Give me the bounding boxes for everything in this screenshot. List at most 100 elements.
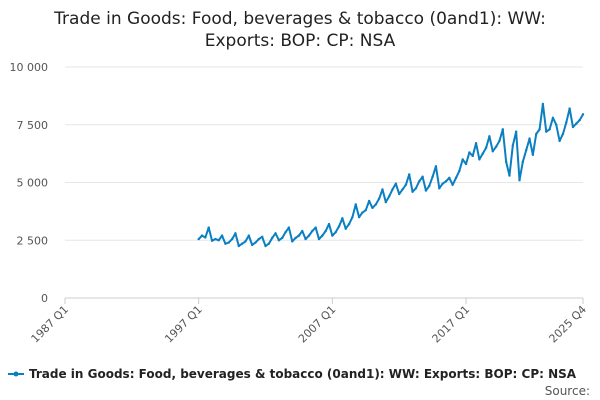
data-point bbox=[277, 239, 281, 242]
data-point bbox=[468, 151, 471, 154]
data-point bbox=[364, 209, 367, 212]
data-point bbox=[511, 144, 515, 147]
data-point bbox=[441, 182, 444, 185]
data-point bbox=[357, 215, 361, 219]
chart-title: Trade in Goods: Food, beverages & tobacc… bbox=[53, 9, 546, 51]
data-point bbox=[548, 128, 551, 131]
data-point bbox=[581, 113, 585, 116]
data-point bbox=[337, 225, 341, 228]
y-tick-label: 7 500 bbox=[17, 119, 49, 132]
data-point bbox=[267, 242, 271, 245]
data-point bbox=[431, 175, 434, 178]
data-point bbox=[294, 236, 297, 240]
data-point bbox=[384, 200, 388, 204]
data-point bbox=[307, 234, 311, 237]
data-point bbox=[518, 178, 521, 182]
data-point bbox=[374, 203, 377, 206]
y-tick-label: 10 000 bbox=[10, 61, 49, 74]
data-point bbox=[287, 226, 291, 229]
data-point bbox=[354, 203, 357, 206]
data-point bbox=[344, 227, 347, 230]
data-point bbox=[488, 135, 491, 138]
data-point bbox=[555, 123, 558, 126]
data-point bbox=[444, 180, 448, 183]
data-point bbox=[575, 122, 578, 125]
y-tick-label: 5 000 bbox=[17, 177, 49, 190]
data-point bbox=[448, 176, 451, 180]
data-point bbox=[314, 226, 317, 229]
data-point bbox=[254, 241, 257, 244]
data-point bbox=[214, 237, 217, 241]
data-point bbox=[387, 195, 391, 198]
data-point bbox=[568, 107, 571, 110]
data-point bbox=[508, 174, 511, 177]
data-point bbox=[408, 173, 411, 176]
data-point bbox=[478, 158, 481, 161]
legend[interactable]: Trade in Goods: Food, beverages & tobacc… bbox=[8, 367, 577, 381]
data-point bbox=[247, 234, 251, 237]
data-point bbox=[240, 242, 244, 245]
data-point bbox=[434, 165, 438, 168]
data-point bbox=[461, 158, 464, 161]
data-point bbox=[428, 184, 431, 188]
data-point bbox=[324, 229, 327, 233]
legend-marker-icon bbox=[13, 371, 19, 377]
data-point bbox=[451, 183, 454, 187]
data-point bbox=[484, 146, 488, 150]
data-point bbox=[284, 230, 287, 234]
data-point bbox=[578, 118, 581, 122]
series-line-0 bbox=[197, 102, 584, 248]
data-point bbox=[281, 236, 284, 240]
data-point bbox=[491, 150, 494, 153]
data-point bbox=[217, 239, 220, 242]
data-point bbox=[551, 116, 555, 120]
data-point bbox=[531, 153, 535, 156]
data-point bbox=[474, 142, 478, 145]
data-point bbox=[257, 237, 261, 241]
data-point bbox=[458, 169, 461, 173]
data-point bbox=[260, 235, 264, 238]
legend-label[interactable]: Trade in Goods: Food, beverages & tobacc… bbox=[29, 367, 577, 381]
data-point bbox=[317, 237, 321, 241]
data-point bbox=[197, 237, 200, 241]
data-point bbox=[291, 240, 294, 243]
chart-title-line-1: Trade in Goods: Food, beverages & tobacc… bbox=[53, 9, 546, 29]
y-axis: 0 2 500 5 000 7 500 10 000 bbox=[10, 61, 49, 305]
data-point bbox=[377, 197, 381, 200]
data-point bbox=[481, 152, 484, 155]
data-point bbox=[237, 244, 240, 248]
data-point bbox=[545, 130, 548, 133]
y-tick-label: 2 500 bbox=[17, 234, 49, 247]
data-point bbox=[224, 242, 227, 245]
data-point bbox=[301, 229, 304, 233]
data-point bbox=[561, 132, 565, 136]
data-point bbox=[521, 160, 525, 163]
data-point bbox=[244, 240, 247, 243]
data-point bbox=[304, 237, 307, 241]
data-point bbox=[234, 232, 237, 235]
data-point bbox=[454, 176, 458, 180]
x-tick-label: 2025 Q4 bbox=[547, 303, 590, 346]
x-tick-label: 2017 Q1 bbox=[430, 303, 473, 346]
data-point bbox=[271, 236, 274, 240]
chart-title-line-2: Exports: BOP: CP: NSA bbox=[205, 31, 396, 51]
data-point bbox=[311, 229, 314, 233]
data-point bbox=[411, 190, 414, 193]
data-point bbox=[264, 244, 267, 248]
data-point bbox=[558, 139, 561, 143]
y-tick-label: 0 bbox=[41, 292, 48, 305]
data-point bbox=[327, 222, 331, 226]
data-point bbox=[200, 234, 204, 237]
data-point bbox=[297, 234, 301, 237]
data-point bbox=[331, 234, 334, 237]
data-point bbox=[418, 180, 421, 183]
data-point bbox=[471, 154, 474, 158]
data-point bbox=[274, 232, 277, 235]
data-point bbox=[210, 239, 214, 242]
data-point bbox=[504, 160, 508, 163]
data-point bbox=[414, 187, 418, 190]
series-layer bbox=[197, 102, 585, 248]
data-point bbox=[321, 234, 324, 237]
x-tick-label: 2007 Q1 bbox=[296, 303, 339, 346]
data-point bbox=[464, 162, 468, 166]
